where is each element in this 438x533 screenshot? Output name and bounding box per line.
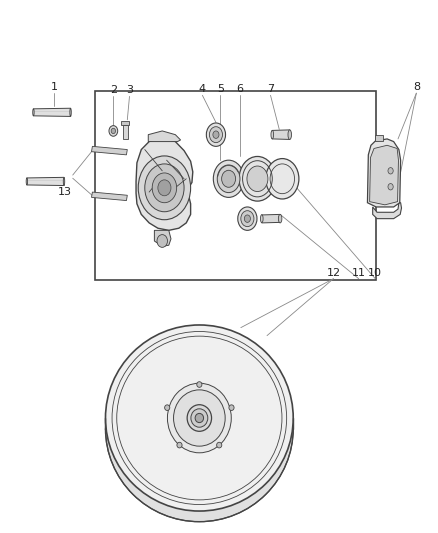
Text: 11: 11 [352, 268, 366, 278]
Text: 1: 1 [50, 82, 57, 92]
Circle shape [238, 207, 257, 230]
Ellipse shape [177, 442, 182, 448]
Circle shape [145, 164, 184, 212]
Polygon shape [92, 192, 127, 200]
Circle shape [152, 173, 177, 203]
Ellipse shape [191, 409, 208, 427]
Text: 13: 13 [58, 187, 72, 197]
Text: 3: 3 [126, 85, 133, 95]
Polygon shape [262, 214, 280, 223]
Polygon shape [375, 135, 383, 141]
Polygon shape [121, 121, 129, 125]
Circle shape [217, 165, 240, 192]
Circle shape [388, 183, 393, 190]
Ellipse shape [261, 215, 263, 223]
Polygon shape [27, 177, 64, 185]
Circle shape [244, 215, 251, 222]
Circle shape [388, 167, 393, 174]
Polygon shape [373, 203, 402, 219]
Circle shape [158, 180, 171, 196]
Circle shape [213, 131, 219, 139]
Text: 10: 10 [368, 268, 382, 278]
Polygon shape [148, 131, 180, 142]
Polygon shape [367, 139, 401, 207]
Ellipse shape [70, 108, 71, 116]
Circle shape [109, 126, 118, 136]
Text: 12: 12 [326, 268, 340, 278]
Ellipse shape [106, 325, 293, 511]
Text: 4: 4 [199, 84, 206, 94]
Circle shape [266, 159, 299, 199]
Circle shape [222, 170, 236, 187]
Text: 5: 5 [217, 84, 224, 94]
Text: 7: 7 [267, 84, 274, 94]
Text: 8: 8 [413, 82, 420, 92]
Polygon shape [33, 108, 71, 116]
Ellipse shape [167, 383, 231, 453]
Ellipse shape [197, 382, 202, 387]
Ellipse shape [279, 214, 282, 223]
Circle shape [138, 156, 191, 220]
Circle shape [209, 127, 223, 143]
Bar [95, 91, 376, 280]
Ellipse shape [33, 109, 34, 116]
Circle shape [206, 123, 226, 147]
Ellipse shape [271, 131, 274, 139]
Circle shape [241, 211, 254, 227]
Circle shape [157, 235, 167, 247]
Polygon shape [123, 125, 128, 140]
Ellipse shape [229, 405, 234, 410]
Polygon shape [136, 138, 193, 230]
Polygon shape [154, 230, 171, 246]
Polygon shape [92, 147, 127, 155]
Ellipse shape [63, 177, 65, 185]
Circle shape [239, 157, 276, 201]
Polygon shape [370, 146, 399, 205]
Circle shape [111, 128, 116, 134]
Ellipse shape [173, 390, 225, 446]
Ellipse shape [106, 336, 293, 522]
Ellipse shape [187, 405, 212, 431]
Circle shape [213, 160, 244, 197]
Ellipse shape [217, 442, 222, 448]
Ellipse shape [26, 178, 28, 185]
Ellipse shape [195, 414, 204, 423]
Ellipse shape [165, 405, 170, 410]
Polygon shape [272, 130, 290, 140]
Text: 2: 2 [110, 85, 117, 95]
Text: 6: 6 [237, 84, 244, 94]
Circle shape [247, 166, 268, 191]
Ellipse shape [288, 130, 291, 140]
